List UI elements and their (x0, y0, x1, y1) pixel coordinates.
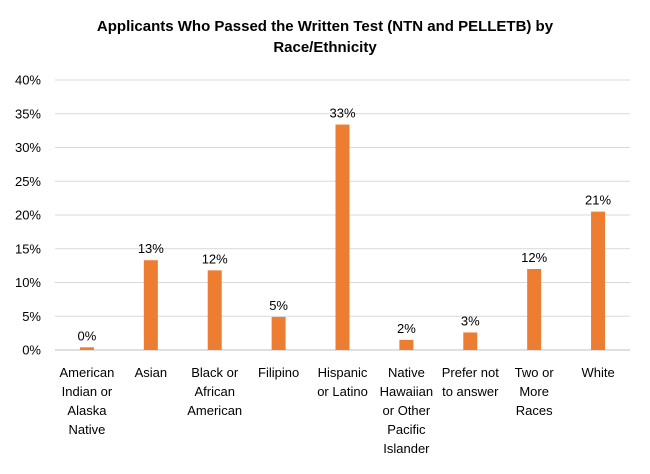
category-label-line: More (519, 384, 549, 399)
data-label: 21% (585, 193, 611, 208)
category-label-line: Prefer not (442, 365, 499, 380)
category-label-line: Two or (515, 365, 555, 380)
y-tick-label: 10% (15, 275, 41, 290)
category-label-line: Filipino (258, 365, 299, 380)
category-label: Native Hawaiian or Other Pacific Islander (380, 365, 433, 456)
bar (527, 269, 542, 350)
category-label-line: or Latino (317, 384, 368, 399)
category-label: White (581, 365, 614, 380)
category-label-line: Asian (135, 365, 168, 380)
data-label: 5% (269, 298, 288, 313)
bar (335, 124, 350, 350)
y-tick-label: 40% (15, 73, 41, 88)
y-tick-label: 15% (15, 241, 41, 256)
category-label-line: Pacific (387, 422, 426, 437)
y-axis-ticks: 0% 5% 10% 15% 20% 25% 30% 35% 40% (15, 73, 41, 358)
category-label-line: Native (69, 422, 106, 437)
bar (591, 211, 606, 350)
category-label-line: Indian or (62, 384, 113, 399)
category-label-line: Alaska (67, 403, 107, 418)
category-label-line: African (194, 384, 234, 399)
data-label: 13% (138, 241, 164, 256)
bar (463, 332, 478, 350)
category-label: American Indian or Alaska Native (59, 365, 114, 437)
data-label: 12% (202, 251, 228, 266)
category-label-line: Islander (383, 441, 430, 456)
category-label: Asian (135, 365, 168, 380)
category-label-line: Native (388, 365, 425, 380)
y-tick-label: 0% (22, 343, 41, 358)
data-labels: 0% 13% 12% 5% 33% 2% 3% 12% 21% (78, 106, 612, 344)
x-axis-categories: American Indian or Alaska Native Asian Black … (59, 365, 614, 456)
category-label-line: or Other (383, 403, 431, 418)
data-label: 0% (78, 328, 97, 343)
data-label: 33% (329, 106, 355, 121)
category-label: Black or African American (187, 365, 242, 418)
y-tick-label: 20% (15, 208, 41, 223)
chart-title-line: Race/Ethnicity (273, 39, 377, 56)
y-tick-label: 25% (15, 174, 41, 189)
category-label: Filipino (258, 365, 299, 380)
bar (79, 347, 94, 350)
category-label-line: Black or (191, 365, 239, 380)
category-label-line: Hawaiian (380, 384, 433, 399)
y-tick-label: 5% (22, 309, 41, 324)
data-label: 12% (521, 250, 547, 265)
y-tick-label: 30% (15, 140, 41, 155)
data-label: 2% (397, 321, 416, 336)
chart-title: Applicants Who Passed the Written Test (… (97, 18, 554, 56)
bars (79, 124, 606, 350)
y-tick-label: 35% (15, 106, 41, 121)
bar (207, 270, 222, 350)
category-label: Hispanic or Latino (317, 365, 368, 399)
category-label-line: American (59, 365, 114, 380)
chart-title-line: Applicants Who Passed the Written Test (… (97, 18, 554, 35)
bar (271, 316, 286, 350)
data-label: 3% (461, 313, 480, 328)
category-label-line: to answer (442, 384, 499, 399)
category-label: Two or More Races (515, 365, 555, 418)
category-label-line: Races (516, 403, 553, 418)
category-label-line: American (187, 403, 242, 418)
category-label: Prefer not to answer (442, 365, 499, 399)
bar (143, 260, 158, 350)
category-label-line: White (581, 365, 614, 380)
bar (399, 339, 414, 350)
category-label-line: Hispanic (318, 365, 368, 380)
